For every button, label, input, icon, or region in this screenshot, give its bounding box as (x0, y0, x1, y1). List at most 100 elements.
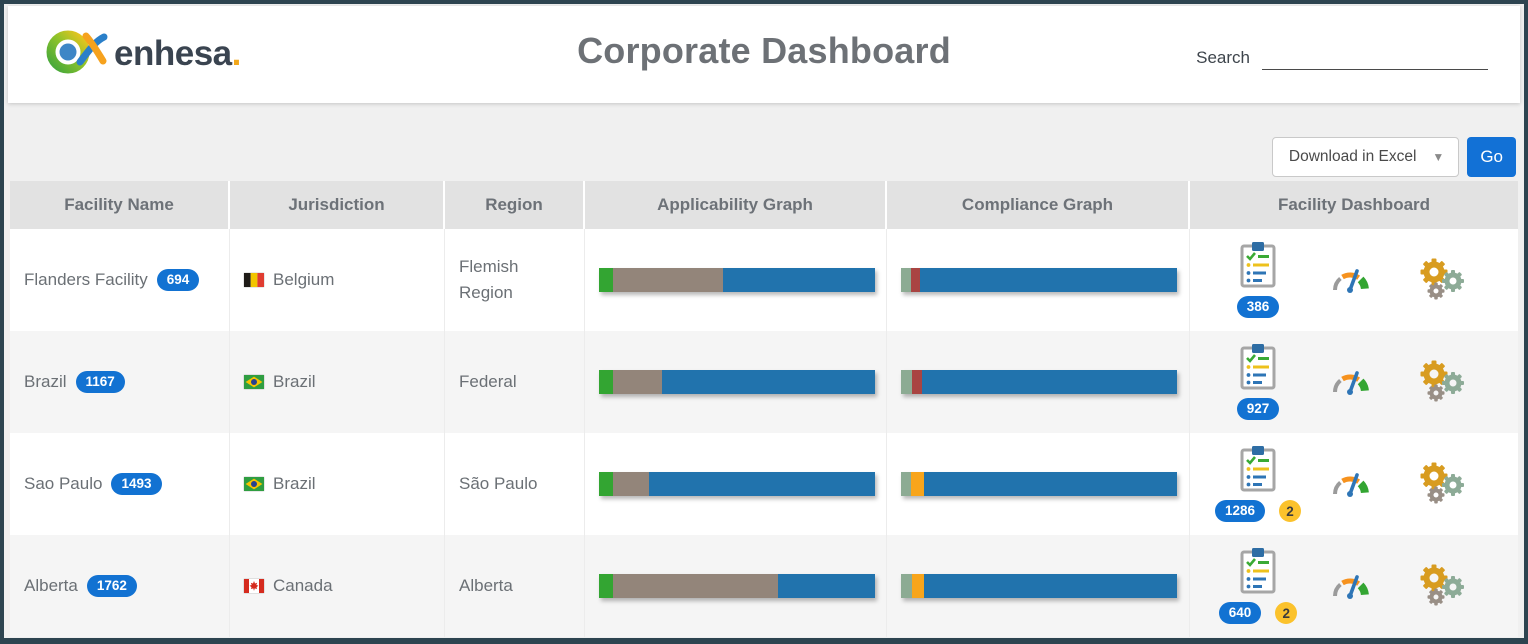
checklist-clipboard-icon[interactable] (1239, 344, 1277, 390)
bar-segment-blue (648, 472, 875, 496)
checklist-clipboard-icon[interactable] (1239, 242, 1277, 288)
column-header-facility-dashboard: Facility Dashboard (1277, 195, 1431, 214)
bar-segment-green (599, 268, 613, 292)
facility-name-cell: Brazil 1167 (10, 331, 230, 433)
bar-segment-taupe (612, 370, 663, 394)
facilities-table: Facility Name Jurisdiction Region Applic… (10, 181, 1518, 637)
applicability-bar-chart[interactable] (599, 574, 875, 598)
bar-segment-green (599, 472, 613, 496)
search-area: Search (1196, 46, 1488, 70)
compliance-bar-chart[interactable] (901, 574, 1177, 598)
compliance-gauge-icon[interactable] (1304, 363, 1396, 401)
applicability-bar-chart[interactable] (599, 370, 875, 394)
jurisdiction-cell: Belgium (230, 229, 445, 331)
compliance-bar-chart[interactable] (901, 472, 1177, 496)
region-cell: Flemish Region (445, 229, 585, 331)
region-label: Flemish Region (459, 256, 519, 302)
enhesa-logo: enhesa. (44, 22, 241, 85)
canada-flag-icon (244, 579, 264, 593)
compliance-bar-chart[interactable] (901, 370, 1177, 394)
facility-dashboard-cell: 640 2 (1190, 535, 1518, 637)
bar-segment-sage (901, 574, 913, 598)
compliance-bar-chart[interactable] (901, 268, 1177, 292)
applicability-bar-chart[interactable] (599, 268, 875, 292)
compliance-graph-cell (887, 331, 1190, 433)
region-cell: Federal (445, 331, 585, 433)
badge-row: 386 (1236, 296, 1280, 318)
facility-count-badge: 694 (156, 269, 200, 291)
bar-segment-blue (921, 370, 1177, 394)
applicability-graph-cell (585, 535, 887, 637)
bar-segment-blue (778, 574, 875, 598)
facility-name[interactable]: Brazil (24, 372, 67, 391)
brand-name: enhesa. (114, 33, 242, 73)
brand-dot: . (231, 33, 242, 73)
bar-segment-green (599, 370, 613, 394)
brazil-flag-icon (244, 375, 264, 389)
belgium-flag-icon (244, 273, 264, 287)
applicability-graph-cell (585, 433, 887, 535)
search-input[interactable] (1262, 46, 1488, 70)
badge-row: 927 (1236, 398, 1280, 420)
bar-segment-taupe (612, 268, 724, 292)
facility-name[interactable]: Flanders Facility (24, 270, 148, 289)
jurisdiction-label: Belgium (273, 270, 335, 289)
facility-name-cell: Alberta 1762 (10, 535, 230, 637)
facility-name-cell: Sao Paulo 1493 (10, 433, 230, 535)
compliance-gauge-icon[interactable] (1304, 465, 1396, 503)
jurisdiction-cell: Brazil (230, 331, 445, 433)
region-label: Federal (459, 371, 517, 391)
table-row: Flanders Facility 694 Belgium Flemish Regio… (10, 229, 1518, 331)
jurisdiction-cell: Brazil (230, 433, 445, 535)
bar-segment-red (912, 370, 922, 394)
facility-dashboard-cell: 1286 2 (1190, 433, 1518, 535)
bar-segment-taupe (612, 472, 649, 496)
requirements-group: 927 (1212, 344, 1304, 420)
table-row: Sao Paulo 1493 Brazil São Paulo 1286 2 (10, 433, 1518, 535)
applicability-bar-chart[interactable] (599, 472, 875, 496)
table-row: Brazil 1167 Brazil Federal 927 (10, 331, 1518, 433)
go-button[interactable]: Go (1467, 137, 1516, 177)
bar-segment-blue (924, 472, 1177, 496)
column-header-jurisdiction: Jurisdiction (230, 181, 445, 229)
checklist-clipboard-icon[interactable] (1239, 446, 1277, 492)
compliance-graph-cell (887, 229, 1190, 331)
bar-segment-red (910, 268, 921, 292)
compliance-gauge-icon[interactable] (1304, 261, 1396, 299)
requirements-count-badge: 386 (1236, 296, 1280, 318)
region-label: Alberta (459, 575, 513, 595)
table-body: Flanders Facility 694 Belgium Flemish Regio… (10, 229, 1518, 637)
requirements-group: 640 2 (1212, 548, 1304, 624)
facility-name[interactable]: Sao Paulo (24, 474, 103, 493)
tasks-count-badge: 2 (1275, 602, 1298, 624)
jurisdiction-label: Brazil (273, 372, 316, 391)
badge-row: 640 2 (1218, 602, 1298, 624)
enhesa-logo-icon (44, 22, 110, 85)
download-in-excel-dropdown[interactable]: Download in Excel ▼ (1271, 137, 1460, 177)
column-header-applicability-graph: Applicability Graph (585, 181, 887, 229)
facility-count-badge: 1493 (111, 473, 162, 495)
column-header-facility-name: Facility Name (10, 181, 230, 229)
region-label: São Paulo (459, 473, 538, 493)
bar-segment-sage (901, 472, 911, 496)
settings-gears-icon[interactable] (1396, 461, 1488, 507)
table-header-row: Facility Name Jurisdiction Region Applic… (10, 181, 1518, 229)
requirements-count-badge: 1286 (1214, 500, 1266, 522)
bar-segment-orange (910, 472, 925, 496)
compliance-gauge-icon[interactable] (1304, 567, 1396, 605)
settings-gears-icon[interactable] (1396, 563, 1488, 609)
checklist-clipboard-icon[interactable] (1239, 548, 1277, 594)
facility-count-badge: 1167 (75, 371, 125, 393)
facility-name[interactable]: Alberta (24, 576, 78, 595)
facility-name-cell: Flanders Facility 694 (10, 229, 230, 331)
bar-segment-green (599, 574, 613, 598)
tasks-count-badge: 2 (1279, 500, 1302, 522)
toolbar: Download in Excel ▼ Go (12, 137, 1516, 177)
bar-segment-taupe (612, 574, 779, 598)
facility-dashboard-cell: 386 (1190, 229, 1518, 331)
compliance-graph-cell (887, 535, 1190, 637)
settings-gears-icon[interactable] (1396, 359, 1488, 405)
settings-gears-icon[interactable] (1396, 257, 1488, 303)
brazil-flag-icon (244, 477, 264, 491)
